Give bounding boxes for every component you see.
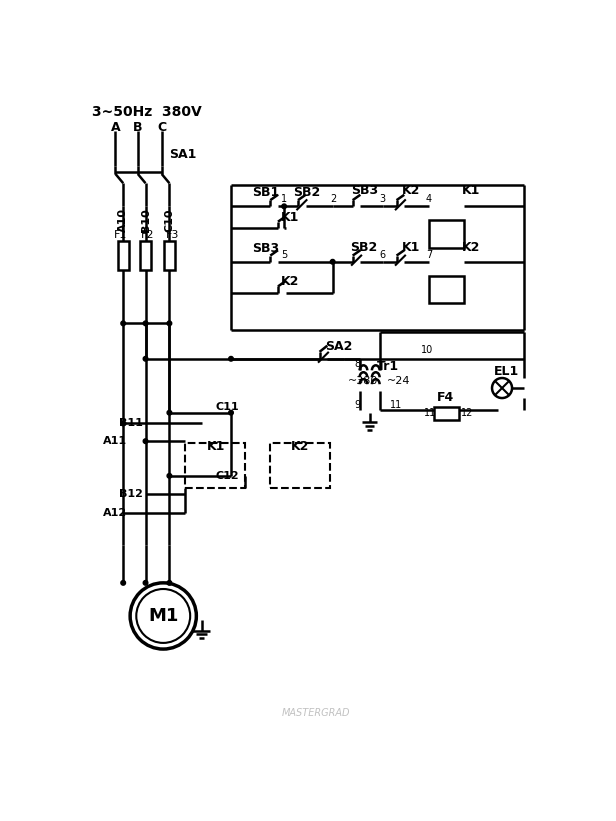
Text: F1: F1	[114, 230, 128, 240]
Text: ~380: ~380	[348, 376, 378, 386]
Bar	[164, 241, 175, 270]
Text: SA2: SA2	[325, 340, 352, 353]
Text: B10: B10	[140, 209, 150, 232]
Text: K1: K1	[462, 185, 480, 197]
Circle shape	[330, 259, 335, 264]
Text: C11: C11	[216, 401, 239, 411]
Circle shape	[229, 356, 233, 361]
Text: EL1: EL1	[495, 365, 519, 378]
Text: 12: 12	[461, 409, 473, 419]
Text: SB3: SB3	[252, 242, 279, 255]
Text: MASTERGRAD: MASTERGRAD	[282, 708, 350, 718]
Bar	[434, 406, 459, 420]
Circle shape	[143, 439, 148, 443]
Circle shape	[167, 321, 172, 326]
Bar	[140, 241, 151, 270]
Bar	[429, 220, 464, 248]
Text: SB2: SB2	[293, 186, 320, 199]
Text: F3: F3	[166, 230, 180, 240]
Text: 7: 7	[426, 250, 432, 259]
Circle shape	[282, 204, 286, 209]
Text: K2: K2	[281, 274, 299, 287]
Circle shape	[143, 321, 148, 326]
Circle shape	[167, 580, 172, 585]
Text: B12: B12	[118, 488, 142, 498]
Text: 9: 9	[354, 400, 360, 410]
Text: K2: K2	[462, 241, 480, 254]
Circle shape	[229, 410, 233, 415]
Bar	[270, 443, 330, 488]
Text: K1: K1	[281, 211, 299, 224]
Text: 4: 4	[426, 194, 432, 204]
Text: 1: 1	[281, 194, 287, 204]
Text: 3: 3	[379, 194, 386, 204]
Bar	[118, 241, 129, 270]
Text: C10: C10	[164, 209, 174, 232]
Text: ~24: ~24	[387, 376, 410, 386]
Text: F4: F4	[437, 391, 454, 404]
Circle shape	[143, 580, 148, 585]
Text: SB2: SB2	[351, 241, 378, 254]
Text: Tr1: Tr1	[378, 360, 399, 373]
Text: A12: A12	[103, 507, 128, 518]
Text: 8: 8	[354, 359, 360, 369]
Text: K1: K1	[206, 440, 225, 453]
Text: B: B	[133, 121, 142, 134]
Circle shape	[121, 321, 126, 326]
Bar	[185, 443, 245, 488]
Text: M1: M1	[148, 607, 179, 625]
Text: 11: 11	[390, 400, 402, 410]
Text: A10: A10	[118, 209, 128, 232]
Text: 3~50Hz  380V: 3~50Hz 380V	[92, 105, 202, 119]
Text: K2: K2	[402, 185, 420, 197]
Circle shape	[121, 580, 126, 585]
Text: K2: K2	[291, 440, 309, 453]
Text: F2: F2	[141, 230, 155, 240]
Circle shape	[167, 410, 172, 415]
Text: A: A	[111, 121, 120, 134]
Circle shape	[121, 421, 126, 426]
Text: 6: 6	[379, 250, 386, 259]
Circle shape	[167, 474, 172, 478]
Text: SA1: SA1	[169, 149, 197, 161]
Text: C12: C12	[216, 470, 239, 481]
Text: C: C	[157, 121, 166, 134]
Text: SB3: SB3	[351, 185, 378, 197]
Text: 10: 10	[421, 345, 434, 355]
Text: A11: A11	[103, 436, 128, 446]
Bar	[429, 276, 464, 303]
Text: SB1: SB1	[252, 186, 279, 199]
Text: 11: 11	[424, 409, 437, 419]
Text: K1: K1	[402, 241, 420, 254]
Circle shape	[143, 356, 148, 361]
Text: 5: 5	[281, 250, 287, 259]
Text: 2: 2	[330, 194, 336, 204]
Text: B11: B11	[118, 419, 142, 429]
